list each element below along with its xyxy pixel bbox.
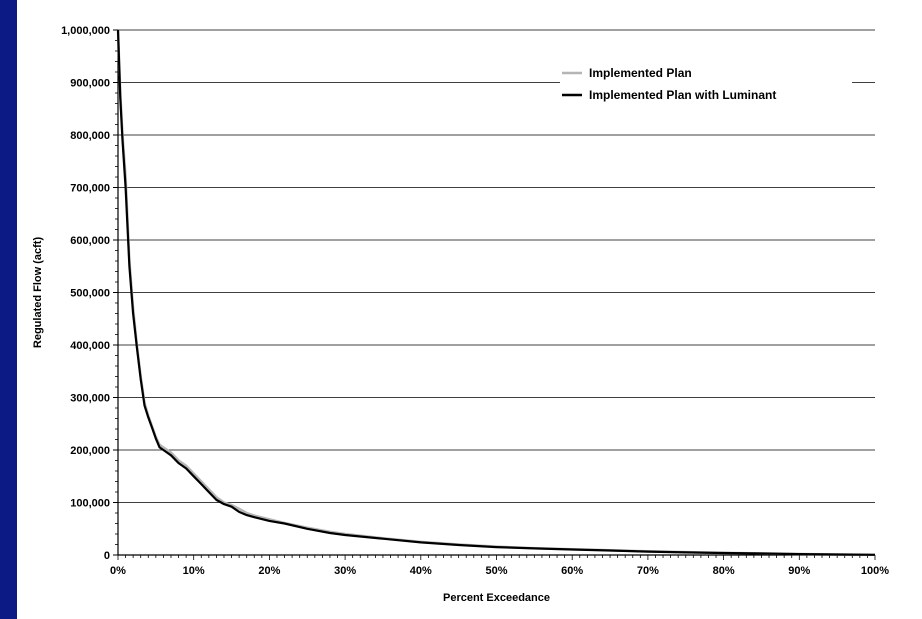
x-tick-label: 30% bbox=[334, 565, 356, 577]
series-line-implemented-plan-with-luminant bbox=[116, 29, 876, 556]
legend-box bbox=[560, 64, 852, 110]
y-tick-label: 600,000 bbox=[70, 235, 110, 247]
x-tick-label: 80% bbox=[713, 565, 735, 577]
legend-label-implemented-plan: Implemented Plan bbox=[589, 66, 692, 80]
y-axis-title: Regulated Flow (acft) bbox=[32, 237, 44, 349]
legend: Implemented Plan Implemented Plan with L… bbox=[560, 64, 852, 110]
y-axis: 0 100,000 200,000 300,000 400,000 500,000 600,… bbox=[61, 25, 119, 562]
series-layer bbox=[116, 29, 876, 556]
x-tick-label: 40% bbox=[410, 565, 432, 577]
gridlines bbox=[118, 29, 875, 503]
y-tick-label: 900,000 bbox=[70, 78, 110, 90]
x-tick-label: 60% bbox=[561, 565, 583, 577]
y-tick-label: 800,000 bbox=[70, 130, 110, 142]
x-tick-label: 0% bbox=[110, 565, 126, 577]
legend-label-implemented-plan-with-luminant: Implemented Plan with Luminant bbox=[589, 88, 776, 102]
y-tick-label: 100,000 bbox=[70, 498, 110, 510]
x-axis: 0% 10% 20% 30% 40% 50% 60% 70% 80% 90% 100% bbox=[110, 554, 889, 577]
y-tick-label: 200,000 bbox=[70, 445, 110, 457]
x-tick-label: 20% bbox=[258, 565, 280, 577]
y-tick-label: 300,000 bbox=[70, 393, 110, 405]
exceedance-chart: 0% 10% 20% 30% 40% 50% 60% 70% 80% 90% 100% 0 100,0… bbox=[32, 25, 889, 604]
y-tick-label: 0 bbox=[104, 550, 110, 562]
chart-panel: 0% 10% 20% 30% 40% 50% 60% 70% 80% 90% 100% 0 100,0… bbox=[17, 0, 922, 619]
y-tick-label: 700,000 bbox=[70, 183, 110, 195]
y-tick-label: 500,000 bbox=[70, 288, 110, 300]
y-tick-label: 1,000,000 bbox=[61, 25, 110, 37]
x-tick-label: 100% bbox=[861, 565, 889, 577]
x-tick-label: 90% bbox=[788, 565, 810, 577]
x-axis-title: Percent Exceedance bbox=[443, 592, 550, 604]
x-tick-label: 70% bbox=[637, 565, 659, 577]
x-tick-label: 10% bbox=[183, 565, 205, 577]
x-tick-label: 50% bbox=[485, 565, 507, 577]
y-tick-label: 400,000 bbox=[70, 340, 110, 352]
